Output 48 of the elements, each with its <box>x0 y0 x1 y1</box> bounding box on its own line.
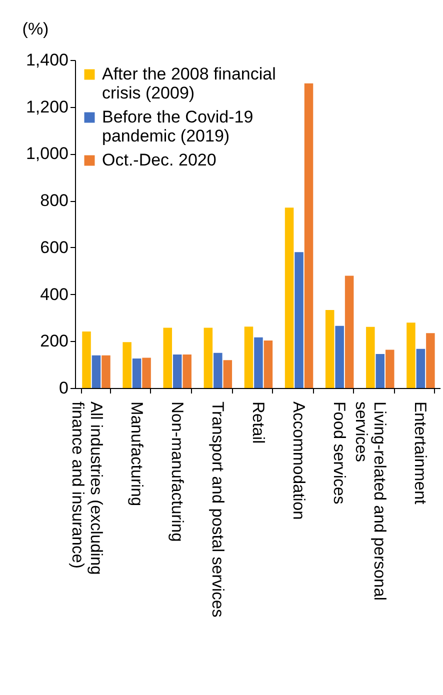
bar <box>264 340 273 388</box>
bar <box>102 355 110 388</box>
x-tick-label: All industries (excluding finance and insurance) <box>68 402 105 575</box>
y-tick-label: 0 <box>59 378 68 398</box>
bar <box>142 358 151 388</box>
bar <box>335 326 344 388</box>
y-tick-label: 1,400 <box>26 50 68 70</box>
bar <box>284 208 294 388</box>
x-tick-label: Retail <box>249 402 267 444</box>
bar <box>244 326 254 388</box>
bar <box>366 326 375 388</box>
bar <box>92 355 101 388</box>
bar <box>385 350 394 388</box>
legend-label: Oct.-Dec. 2020 <box>102 150 216 170</box>
x-tick-label: Food services <box>330 402 348 504</box>
bar <box>214 352 222 388</box>
bar <box>325 310 334 388</box>
x-tick-label: Non-manufacturing <box>168 402 186 542</box>
bar <box>82 332 91 388</box>
x-tick-label: Entertainment <box>411 402 430 505</box>
x-tick-label: Living-related and personal services <box>352 402 389 601</box>
bar <box>132 358 142 388</box>
x-tick-label: Manufacturing <box>127 402 146 506</box>
bar <box>376 354 385 388</box>
bar <box>416 348 426 388</box>
y-tick-label: 1,000 <box>26 144 68 164</box>
y-tick-label: 400 <box>40 284 68 304</box>
y-tick-label: 800 <box>40 191 68 210</box>
bar <box>344 276 354 388</box>
bar <box>426 333 435 388</box>
bar <box>163 328 172 388</box>
legend-label: After the 2008 financial crisis (2009) <box>102 64 276 102</box>
x-tick-label: Accommodation <box>290 402 308 520</box>
bar <box>223 360 232 388</box>
y-tick-label: 1,200 <box>26 97 68 116</box>
bar <box>172 354 182 388</box>
legend-label: Before the Covid-19 pandemic (2019) <box>102 108 254 146</box>
y-tick-label: 200 <box>40 332 68 351</box>
bar <box>182 354 192 388</box>
bar <box>304 83 314 388</box>
x-tick-label: Transport and postal services <box>208 402 226 618</box>
bar <box>254 337 263 388</box>
bar <box>406 322 416 388</box>
bar <box>122 342 132 388</box>
y-tick-label: 600 <box>40 238 68 257</box>
bar <box>294 252 304 388</box>
y-axis-title: (%) <box>22 20 49 38</box>
bar <box>204 328 213 388</box>
